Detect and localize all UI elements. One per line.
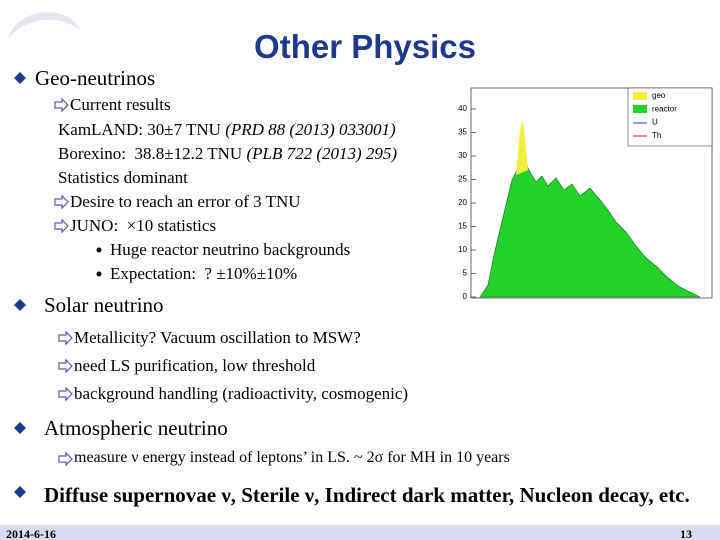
arrow-icon xyxy=(54,194,69,210)
footer-date: 2014-6-16 xyxy=(6,527,56,540)
bullet-icons xyxy=(14,72,26,498)
line-text: Borexino: 38.8±12.2 TNU xyxy=(58,144,243,163)
item: need LS purification, low threshold xyxy=(74,356,316,375)
footer-bar xyxy=(0,525,720,540)
y-tick-label: 5 xyxy=(463,269,468,278)
slide-title: Other Physics xyxy=(254,28,476,65)
legend-swatch xyxy=(633,92,647,100)
y-tick-label: 25 xyxy=(458,175,467,184)
y-tick-label: 10 xyxy=(458,245,467,254)
dot-bullet xyxy=(96,247,102,253)
legend-label: Th xyxy=(652,131,661,140)
legend-label: reactor xyxy=(652,104,677,113)
item: Desire to reach an error of 3 TNU xyxy=(70,192,301,211)
item: Current results xyxy=(70,95,171,114)
legend-swatch xyxy=(633,105,647,113)
heading: Atmospheric neutrino xyxy=(44,416,228,440)
arrow-icon xyxy=(58,386,73,402)
y-tick-label: 40 xyxy=(458,104,467,113)
plot-frame xyxy=(470,87,713,299)
reference: (PLB 722 (2013) 295) xyxy=(246,144,398,163)
arrow-icon xyxy=(58,358,73,374)
y-tick-label: 15 xyxy=(458,222,467,231)
dot-bullets xyxy=(96,247,102,277)
logo xyxy=(8,12,80,38)
heading: Solar neutrino xyxy=(44,293,164,317)
line: Borexino: 38.8±12.2 TNU (PLB 722 (2013) … xyxy=(58,145,397,162)
arrow-icon xyxy=(54,218,69,234)
arrow-icons xyxy=(54,97,73,467)
heading: Geo-neutrinos xyxy=(35,66,156,90)
dot-bullet xyxy=(96,271,102,277)
geo-peak xyxy=(516,120,528,175)
sub-bullet: Huge reactor neutrino backgrounds xyxy=(110,240,351,259)
line-text: KamLAND: 30±7 TNU xyxy=(58,120,221,139)
item: measure ν energy instead of leptons’ in … xyxy=(74,449,510,466)
arrow-icon xyxy=(54,97,69,113)
y-tick-label: 0 xyxy=(463,292,468,301)
y-tick-label: 20 xyxy=(458,198,467,207)
line: KamLAND: 30±7 TNU (PRD 88 (2013) 033001) xyxy=(58,121,396,138)
heading: Diffuse supernovae ν, Sterile ν, Indirec… xyxy=(44,483,690,507)
diamond-bullet xyxy=(14,422,26,434)
line: Statistics dominant xyxy=(58,168,188,187)
y-tick-label: 35 xyxy=(458,128,467,137)
arrow-icon xyxy=(58,451,73,467)
sub-bullet: Expectation: ? ±10%±10% xyxy=(110,264,298,283)
arrow-icon xyxy=(58,330,73,346)
diamond-bullet xyxy=(14,299,26,311)
y-tick-label: 30 xyxy=(458,151,467,160)
item: JUNO: ×10 statistics xyxy=(70,216,217,235)
legend-label: geo xyxy=(652,91,666,100)
reference: (PRD 88 (2013) 033001) xyxy=(225,120,396,139)
legend-label: U xyxy=(652,118,658,127)
diamond-bullet xyxy=(14,72,26,84)
item: Metallicity? Vacuum oscillation to MSW? xyxy=(74,328,361,347)
histogram xyxy=(479,159,701,298)
item: background handling (radioactivity, cosm… xyxy=(74,384,409,403)
figure: 0 5 10 15 20 25 30 35 40 geo reactor U Th xyxy=(458,87,713,301)
diamond-bullet xyxy=(14,486,26,498)
page-number: 13 xyxy=(680,527,692,540)
